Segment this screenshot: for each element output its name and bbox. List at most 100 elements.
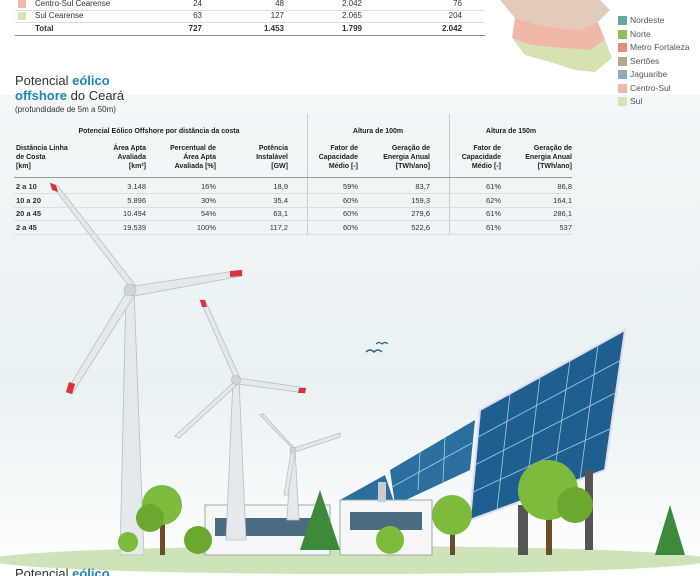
- wind-turbines: [48, 182, 341, 556]
- cell: 76: [453, 0, 462, 8]
- cell: 60%: [342, 195, 358, 205]
- group-header: Altura de 150m: [485, 128, 537, 135]
- cell: 54%: [200, 209, 216, 218]
- legend-label: Sertões: [630, 55, 660, 66]
- cell: 24: [193, 0, 202, 8]
- cell: 2.042: [341, 0, 362, 8]
- cell: 5.896: [127, 195, 146, 205]
- title-highlight: eólico: [72, 566, 110, 576]
- cell: 2 a 45: [16, 222, 37, 232]
- cell: 48: [275, 0, 284, 8]
- column-header: Geração de Energia Anual [TWh/ano]: [383, 145, 430, 170]
- column-header: Área Apta Avaliada [km²]: [113, 145, 146, 170]
- legend-swatch: [618, 29, 627, 39]
- cell: 20 a 45: [16, 209, 42, 218]
- row-line: [14, 193, 572, 194]
- legend-swatch: [618, 16, 627, 25]
- birds: [365, 349, 383, 354]
- column-header: Potência Instalável [GW]: [256, 145, 288, 170]
- row-line: [14, 206, 572, 208]
- cell: 19.539: [123, 222, 146, 232]
- legend-label: Norte: [630, 28, 651, 39]
- column-header: Distância Linha de Costa [km]: [16, 145, 68, 170]
- cell: 30%: [200, 195, 216, 205]
- row-line: [15, 22, 485, 23]
- title-highlight: eólico: [72, 73, 110, 88]
- cell: 522,6: [411, 222, 430, 232]
- legend-label: Sul: [630, 96, 643, 106]
- cell: 60%: [342, 209, 358, 218]
- group-header: Altura de 100m: [352, 128, 404, 135]
- map: [500, 0, 612, 72]
- title-text: Potencial: [15, 566, 69, 576]
- legend-swatch: [618, 83, 627, 93]
- cell: 35,4: [273, 195, 288, 205]
- column-header: Geração de Energia Anual [TWh/ano]: [525, 145, 572, 170]
- cell: 2.042: [441, 24, 462, 33]
- cell: 18,9: [273, 182, 288, 191]
- cell: 1.453: [263, 24, 284, 33]
- cell: 279,6: [411, 209, 430, 218]
- cell: 86,8: [557, 182, 572, 191]
- row-line: [14, 233, 572, 235]
- cell: 61%: [485, 222, 501, 232]
- row-name: Centro-Sul Cearense: [35, 0, 111, 8]
- section-title: Potencial eólico offshore do Ceará: [15, 73, 124, 103]
- legend-label: Centro-Sul: [630, 82, 671, 93]
- cell: 117,2: [269, 222, 288, 232]
- legend-label: Metro Fortaleza: [630, 42, 690, 52]
- cell: 204: [448, 11, 462, 20]
- next-section-title: Potencial eólico: [15, 566, 110, 576]
- blade-tips: [50, 183, 306, 394]
- subtitle: (profundidade de 5m a 50m): [15, 105, 116, 114]
- cell: 286,1: [553, 209, 572, 218]
- legend-swatch: [618, 43, 627, 52]
- legend-label: Jaguaribe: [630, 69, 668, 79]
- cell: 2 a 10: [16, 182, 37, 191]
- cell: 727: [188, 24, 202, 33]
- cell: 60%: [342, 222, 358, 232]
- column-header: Fator de Capacidade Médio [-]: [318, 145, 358, 170]
- cell: 10 a 20: [16, 195, 42, 205]
- cell: 63: [193, 11, 202, 20]
- title-text: do Ceará: [70, 88, 125, 103]
- birds: [375, 341, 389, 345]
- legend-swatch: [618, 70, 627, 79]
- sep: [449, 114, 450, 236]
- row-line: [14, 220, 572, 221]
- swatch: [18, 12, 26, 20]
- title-highlight: offshore: [15, 88, 67, 103]
- legend-swatch: [618, 97, 627, 106]
- cell: 63,1: [273, 209, 288, 218]
- cell: 10.494: [123, 209, 146, 218]
- cell: 61%: [485, 209, 501, 218]
- row-name: Total: [35, 24, 54, 33]
- cell: 537: [559, 222, 572, 232]
- group-header: Potencial Eólico Offshore por distância …: [78, 128, 240, 135]
- row-name: Sul Cearense: [35, 11, 84, 20]
- row-line: [15, 35, 485, 36]
- sep: [307, 114, 308, 236]
- cell: 83,7: [415, 182, 430, 191]
- column-header: Fator de Capacidade Médio [-]: [461, 145, 501, 170]
- cell: 164,1: [553, 195, 572, 205]
- cell: 2.065: [341, 11, 362, 20]
- cell: 127: [270, 11, 284, 20]
- cell: 62%: [485, 195, 501, 205]
- cell: 100%: [196, 222, 216, 232]
- cell: 159,3: [411, 195, 430, 205]
- cell: 16%: [200, 182, 216, 191]
- cell: 3.148: [127, 182, 146, 191]
- legend-swatch: [618, 56, 627, 66]
- trees: [118, 460, 685, 555]
- cell: 59%: [342, 182, 358, 191]
- cell: 1.799: [341, 24, 362, 33]
- swatch: [18, 0, 26, 8]
- legend-label: Nordeste: [630, 15, 665, 25]
- column-header: Percentual de Área Apta Avaliada [%]: [170, 145, 216, 170]
- cell: 61%: [485, 182, 501, 191]
- row-line: [15, 10, 485, 11]
- header-line: [14, 177, 572, 178]
